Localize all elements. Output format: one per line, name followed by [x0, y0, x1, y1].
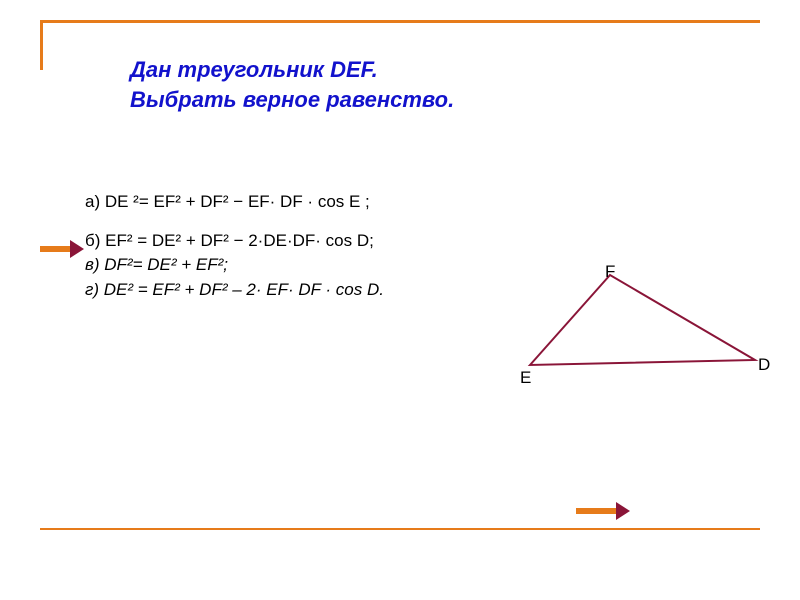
- vertex-label-e: E: [520, 368, 531, 388]
- triangle-shape: [530, 275, 755, 365]
- option-g: г) DE² = EF² + DF² – 2· EF· DF · cos D.: [85, 278, 515, 303]
- arrow-head: [70, 240, 84, 258]
- arrow-head: [616, 502, 630, 520]
- triangle-diagram: F E D: [520, 250, 770, 400]
- title-line-1: Дан треугольник DEF.: [130, 55, 680, 85]
- vertex-label-f: F: [605, 262, 615, 282]
- vertex-label-d: D: [758, 355, 770, 375]
- frame-top-rule: [40, 20, 760, 23]
- option-a: а) DE ²= EF² + DF² − EF· DF · cos E ;: [85, 190, 515, 215]
- arrow-shaft: [576, 508, 616, 514]
- title-block: Дан треугольник DEF. Выбрать верное раве…: [130, 55, 680, 114]
- options-list: а) DE ²= EF² + DF² − EF· DF · cos E ; б)…: [85, 190, 515, 303]
- option-b: б) EF² = DE² + DF² − 2·DE·DF· cos D;: [85, 229, 515, 254]
- option-v: в) DF²= DE² + EF²;: [85, 253, 515, 278]
- frame-left-rule: [40, 20, 43, 70]
- title-line-2: Выбрать верное равенство.: [130, 85, 680, 115]
- bottom-arrow-icon: [576, 502, 630, 520]
- triangle-svg: [520, 250, 770, 400]
- answer-arrow-icon: [40, 240, 84, 258]
- arrow-shaft: [40, 246, 70, 252]
- bottom-rule: [40, 528, 760, 530]
